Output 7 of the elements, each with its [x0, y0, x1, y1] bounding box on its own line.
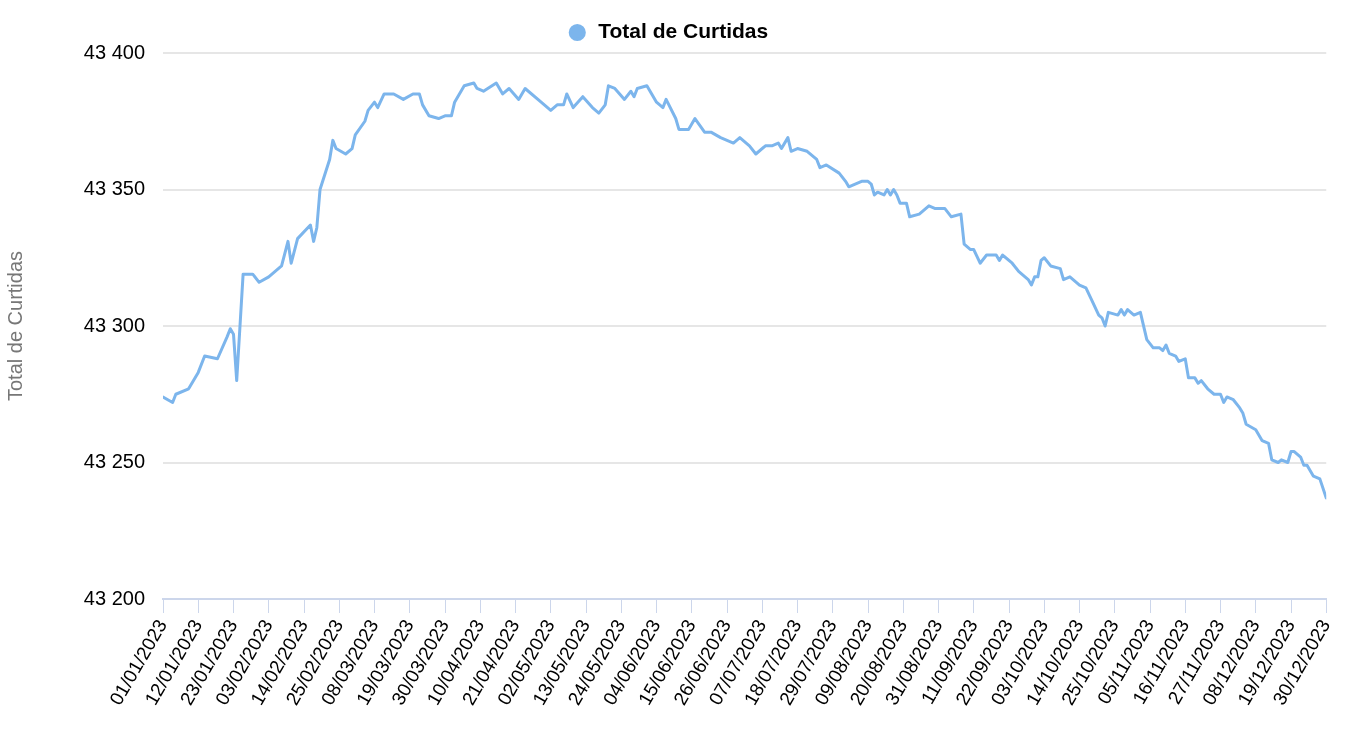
y-tick-label: 43 350 — [83, 177, 145, 200]
legend-label: Total de Curtidas — [598, 19, 769, 43]
y-axis-title: Total de Curtidas — [3, 250, 26, 402]
y-tick-label: 43 250 — [83, 450, 145, 473]
y-tick-label: 43 400 — [83, 40, 145, 63]
y-tick-label: 43 300 — [83, 313, 145, 336]
y-tick-label: 43 200 — [83, 586, 145, 609]
